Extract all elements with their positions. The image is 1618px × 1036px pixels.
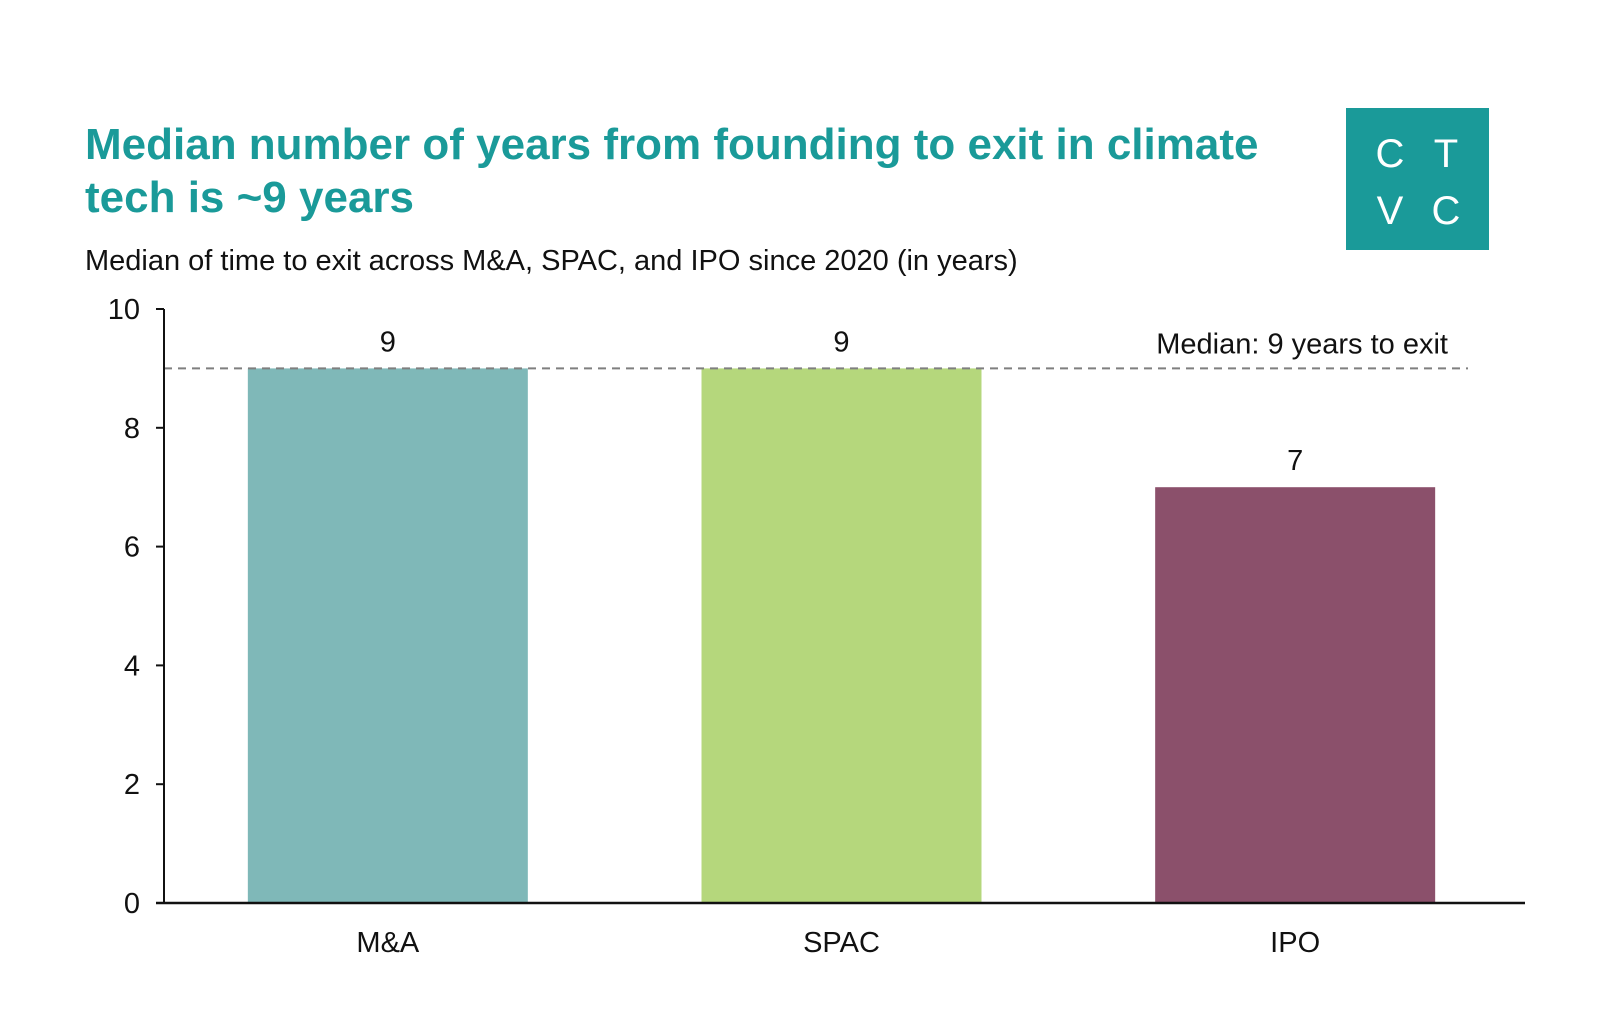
bar — [1155, 487, 1436, 903]
x-tick-label: M&A — [356, 927, 420, 959]
y-tick-label: 10 — [108, 294, 140, 326]
data-label: 9 — [380, 326, 396, 358]
chart-title: Median number of years from founding to … — [85, 120, 1259, 222]
y-tick-label: 8 — [124, 413, 140, 445]
logo-letter: C — [1375, 132, 1405, 176]
y-tick-label: 4 — [124, 650, 140, 682]
y-tick-label: 2 — [124, 769, 140, 801]
logo-letter: V — [1376, 189, 1404, 233]
bar — [247, 368, 528, 903]
x-tick-label: SPAC — [803, 927, 880, 959]
ctvc-logo: C T V C — [1346, 108, 1489, 250]
logo-letter: C — [1431, 189, 1461, 233]
logo-letter: T — [1433, 132, 1459, 176]
median-label: Median: 9 years to exit — [1156, 328, 1448, 360]
y-tick-label: 0 — [124, 888, 140, 920]
y-tick-label: 6 — [124, 532, 140, 564]
data-label: 7 — [1287, 445, 1303, 477]
data-label: 9 — [833, 326, 849, 358]
bar — [701, 368, 982, 903]
x-tick-label: IPO — [1270, 927, 1320, 959]
chart-subtitle: Median of time to exit across M&A, SPAC,… — [85, 245, 1018, 277]
